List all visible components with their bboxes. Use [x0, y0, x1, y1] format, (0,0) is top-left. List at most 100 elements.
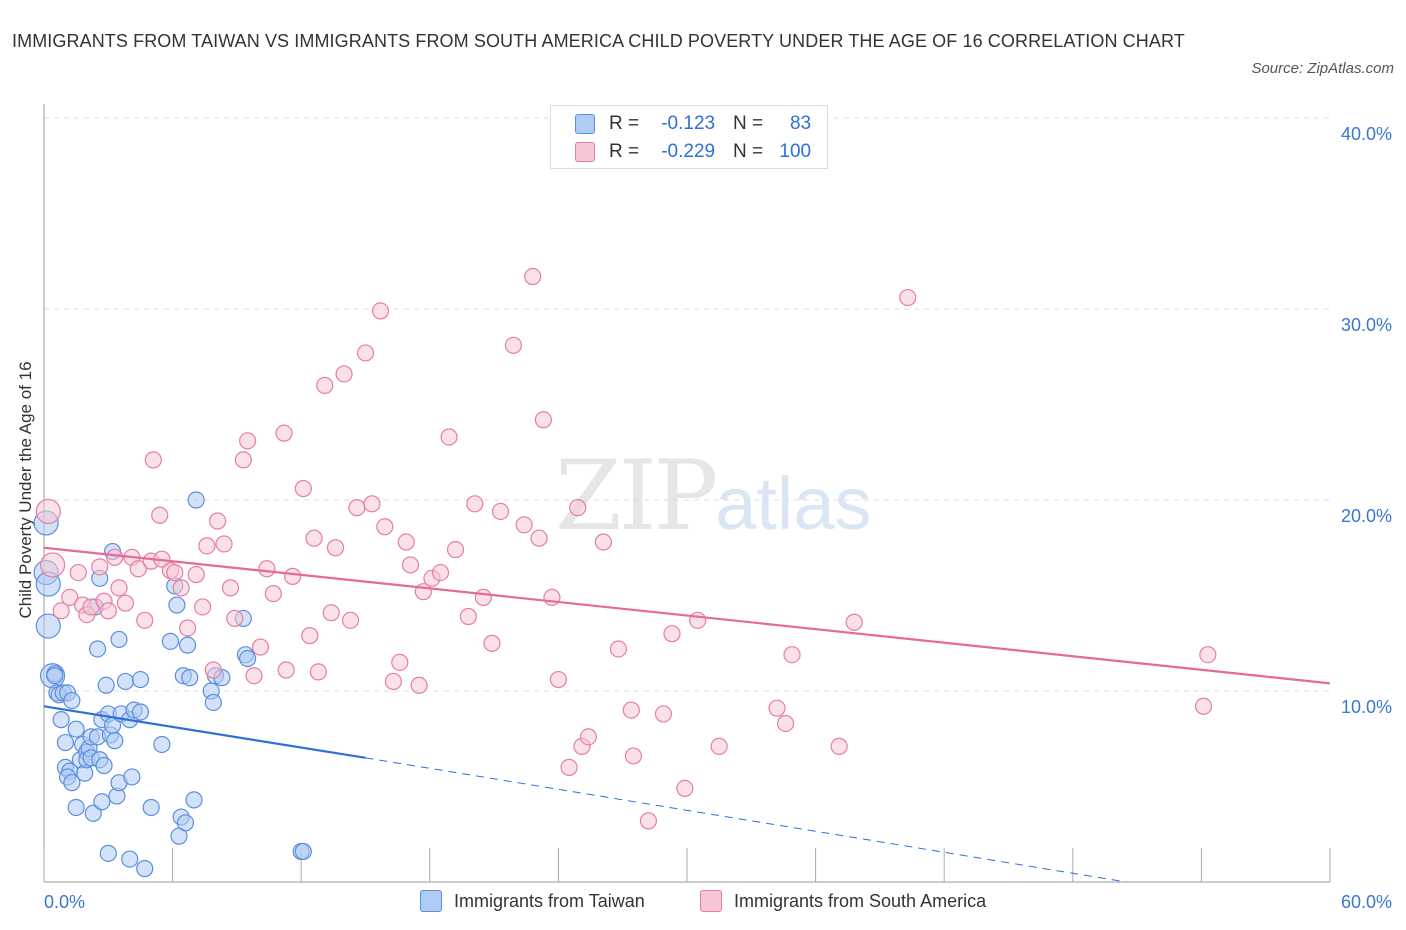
r-label: R =: [609, 113, 640, 134]
taiwan-point: [294, 842, 312, 861]
taiwan-point: [153, 735, 171, 754]
south-america-point: [474, 588, 492, 607]
south-america-point: [524, 267, 542, 286]
south-america-point: [221, 579, 240, 597]
taiwan-point: [93, 793, 111, 811]
south-america-point: [384, 672, 402, 691]
south-america-point: [129, 560, 147, 578]
south-america-point: [845, 613, 863, 631]
taiwan-point: [168, 596, 186, 614]
south-america-point: [106, 548, 124, 566]
south-america-point: [264, 584, 282, 603]
south-america-point: [830, 737, 848, 755]
south-america-point: [622, 701, 640, 719]
r-value: -0.123: [661, 113, 716, 134]
taiwan-point: [181, 669, 199, 687]
south-america-point: [335, 365, 353, 383]
south-america-point: [136, 611, 154, 629]
taiwan-point: [131, 703, 150, 721]
south-america-point: [91, 558, 109, 576]
taiwan-point: [95, 756, 113, 775]
south-america-point: [431, 563, 450, 582]
south-america-point: [305, 529, 323, 547]
legend-row-taiwan: R = -0.123 N = 83: [575, 111, 811, 137]
taiwan-point: [84, 804, 102, 822]
south-america-point: [209, 512, 227, 530]
south-america-point: [446, 541, 465, 559]
south-america-point: [69, 563, 87, 582]
taiwan-point: [88, 640, 107, 658]
south-america-point: [776, 714, 795, 733]
south-america-point: [144, 451, 162, 469]
south-america-point: [35, 498, 61, 525]
south-america-point: [179, 619, 197, 637]
south-america-point: [172, 579, 190, 597]
south-america-point: [401, 556, 420, 574]
south-america-point: [204, 661, 222, 679]
legend-label-south-america: Immigrants from South America: [734, 890, 987, 911]
south-america-point: [99, 602, 117, 620]
x-tick-label: 60.0%: [1341, 892, 1392, 912]
south-america-point: [663, 625, 681, 643]
y-tick-label: 40.0%: [1341, 124, 1392, 144]
south-america-point: [187, 565, 205, 584]
south-america-point: [530, 529, 548, 547]
y-tick-label: 20.0%: [1341, 506, 1392, 526]
south-america-point: [594, 533, 613, 551]
taiwan-point: [204, 693, 222, 712]
south-america-point: [440, 428, 458, 446]
bottom-legend-taiwan: Immigrants from Taiwan: [420, 890, 645, 912]
south-america-point: [166, 563, 184, 582]
taiwan-point: [56, 733, 75, 752]
taiwan-swatch: [420, 890, 442, 912]
south-america-point: [284, 567, 302, 586]
south-america-point: [198, 537, 216, 555]
south-america-point: [397, 533, 415, 551]
legend-label-taiwan: Immigrants from Taiwan: [454, 890, 645, 911]
south-america-point: [258, 560, 276, 578]
south-america-point: [504, 336, 522, 354]
taiwan-point: [52, 711, 70, 729]
south-america-point: [560, 758, 578, 777]
taiwan-point: [131, 670, 150, 689]
south-america-point: [534, 411, 552, 429]
taiwan-point: [239, 649, 257, 668]
taiwan-point: [46, 667, 64, 685]
south-america-point: [609, 640, 628, 658]
south-america-point: [322, 604, 340, 622]
taiwan-point: [121, 850, 139, 868]
south-america-point: [61, 588, 79, 607]
south-america-point: [151, 506, 169, 524]
taiwan-point: [106, 732, 124, 750]
taiwan-point: [97, 676, 115, 694]
south-america-point: [549, 670, 568, 689]
chart-title: IMMIGRANTS FROM TAIWAN VS IMMIGRANTS FRO…: [12, 31, 1185, 51]
taiwan-point: [142, 798, 160, 817]
x-tick-label: 0.0%: [44, 892, 85, 912]
south-america-point: [116, 594, 135, 612]
legend-row-south-america: R = -0.229 N = 100: [575, 139, 811, 165]
south-america-point: [275, 424, 293, 442]
south-america-point: [466, 495, 484, 513]
y-tick-label: 10.0%: [1341, 697, 1392, 717]
south-america-point: [226, 609, 244, 628]
south-america-point: [1199, 646, 1217, 664]
south-america-point: [689, 611, 707, 629]
south-america-point: [309, 663, 327, 681]
south-america-point: [483, 634, 501, 652]
south-america-swatch: [575, 142, 595, 162]
taiwan-point: [176, 814, 195, 832]
taiwan-point: [110, 630, 128, 649]
bottom-legend-south-america: Immigrants from South America: [700, 890, 986, 912]
south-america-trend-line: [43, 546, 1331, 685]
taiwan-point: [116, 672, 135, 691]
south-america-point: [326, 539, 345, 557]
source-label: Source: ZipAtlas.com: [1251, 60, 1394, 77]
taiwan-point: [185, 791, 203, 809]
taiwan-trend-line-extrapolated: [365, 757, 1127, 883]
south-america-point: [459, 607, 477, 626]
n-label: N =: [733, 113, 764, 134]
r-label: R =: [609, 141, 640, 162]
n-value: 100: [779, 141, 812, 162]
